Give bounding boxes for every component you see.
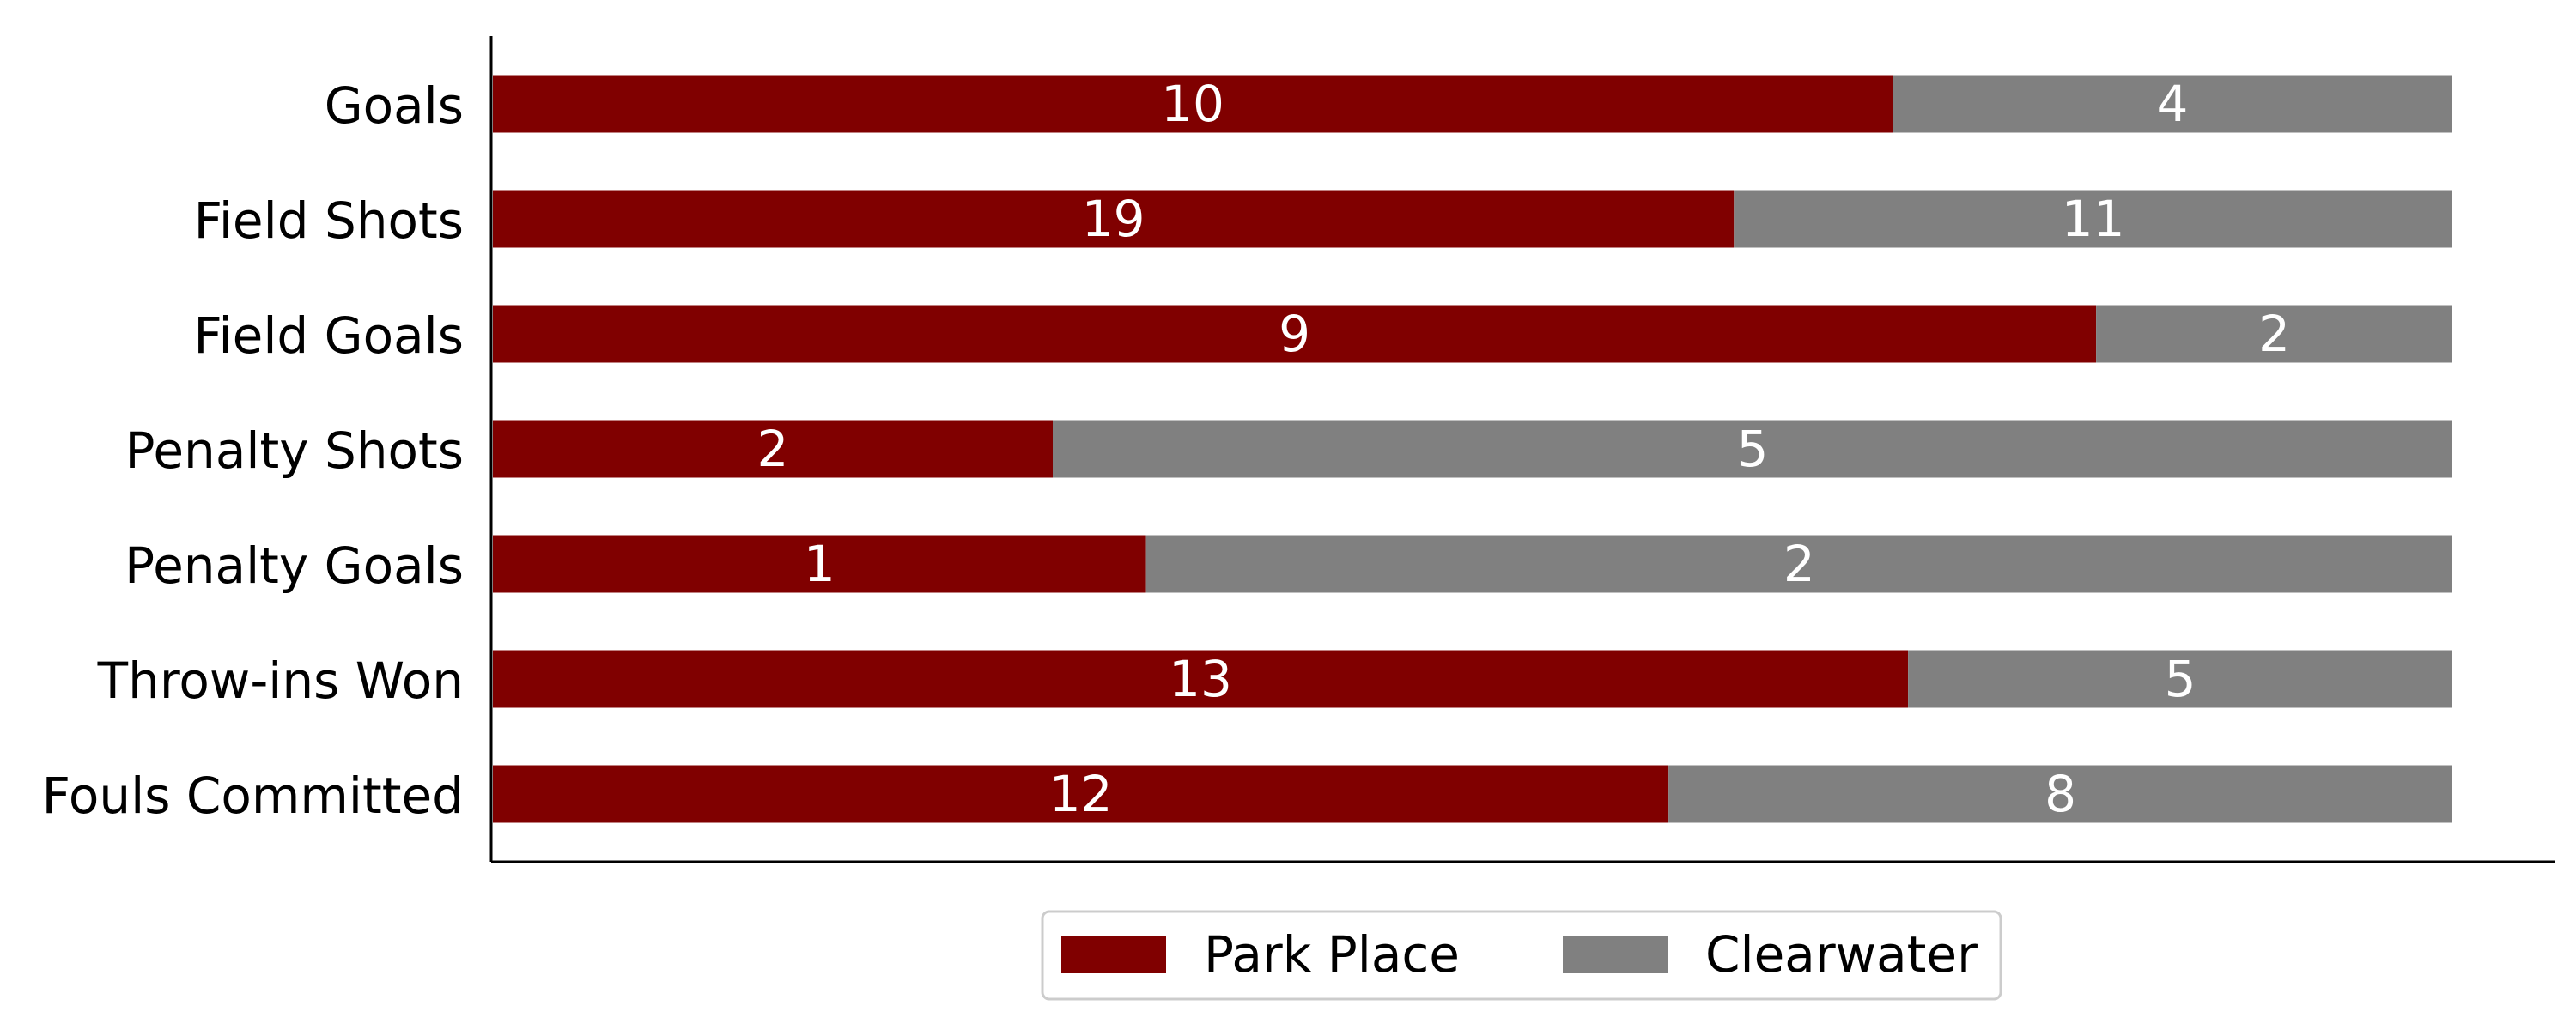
bar-clearwater-throw-ins-won <box>1908 650 2452 708</box>
bar-value-label-clearwater-goals: 4 <box>2157 75 2189 133</box>
legend-label-clearwater: Clearwater <box>1705 925 1978 984</box>
bar-value-label-clearwater-penalty-shots: 5 <box>1737 420 1769 478</box>
legend-label-park-place: Park Place <box>1204 925 1460 984</box>
bar-park-place-fouls-committed <box>493 765 1669 823</box>
bar-park-place-throw-ins-won <box>493 650 1909 708</box>
bar-value-label-park-place-fouls-committed: 12 <box>1049 765 1113 823</box>
bar-value-label-park-place-throw-ins-won: 13 <box>1169 650 1232 708</box>
bar-value-label-clearwater-throw-ins-won: 5 <box>2165 650 2196 708</box>
bar-value-label-park-place-field-goals: 9 <box>1279 305 1310 363</box>
bar-park-place-penalty-shots <box>493 420 1053 478</box>
bar-clearwater-field-shots <box>1734 190 2452 248</box>
legend-swatch-clearwater <box>1563 936 1668 973</box>
axes-group <box>489 36 2555 863</box>
category-label-penalty-shots: Penalty Shots <box>125 421 464 480</box>
bar-value-label-clearwater-fouls-committed: 8 <box>2044 765 2076 823</box>
bar-value-label-clearwater-penalty-goals: 2 <box>1783 535 1815 593</box>
category-label-fouls-committed: Fouls Committed <box>42 766 464 825</box>
bar-value-label-park-place-goals: 10 <box>1161 75 1224 133</box>
category-label-field-goals: Field Goals <box>193 306 464 365</box>
bar-value-label-park-place-field-shots: 19 <box>1082 190 1145 248</box>
category-label-penalty-goals: Penalty Goals <box>125 536 464 595</box>
bar-clearwater-goals <box>1893 75 2452 133</box>
bar-park-place-penalty-goals <box>493 535 1146 593</box>
bar-clearwater-fouls-committed <box>1668 765 2452 823</box>
bar-clearwater-field-goals <box>2096 305 2452 363</box>
category-label-goals: Goals <box>325 76 464 135</box>
bar-clearwater-penalty-goals <box>1145 535 2452 593</box>
legend-frame <box>1041 910 2002 1001</box>
bar-park-place-field-goals <box>493 305 2097 363</box>
bar-park-place-field-shots <box>493 190 1735 248</box>
legend: Park Place Clearwater <box>1041 910 2002 1001</box>
category-label-field-shots: Field Shots <box>194 191 464 250</box>
bar-value-label-clearwater-field-goals: 2 <box>2258 305 2290 363</box>
legend-swatch-park-place <box>1061 936 1166 973</box>
bar-value-label-park-place-penalty-goals: 1 <box>804 535 835 593</box>
bar-value-label-park-place-penalty-shots: 2 <box>757 420 789 478</box>
bar-value-label-clearwater-field-shots: 11 <box>2062 190 2125 248</box>
bars-group: 10 419 119 22 51 213 512 8 <box>493 75 2452 823</box>
bar-park-place-goals <box>493 75 1893 133</box>
category-labels-group: Goals Field Shots Field Goals Penalty Shots… <box>42 76 464 825</box>
category-label-throw-ins-won: Throw-ins Won <box>97 651 464 710</box>
bar-clearwater-penalty-shots <box>1053 420 2452 478</box>
